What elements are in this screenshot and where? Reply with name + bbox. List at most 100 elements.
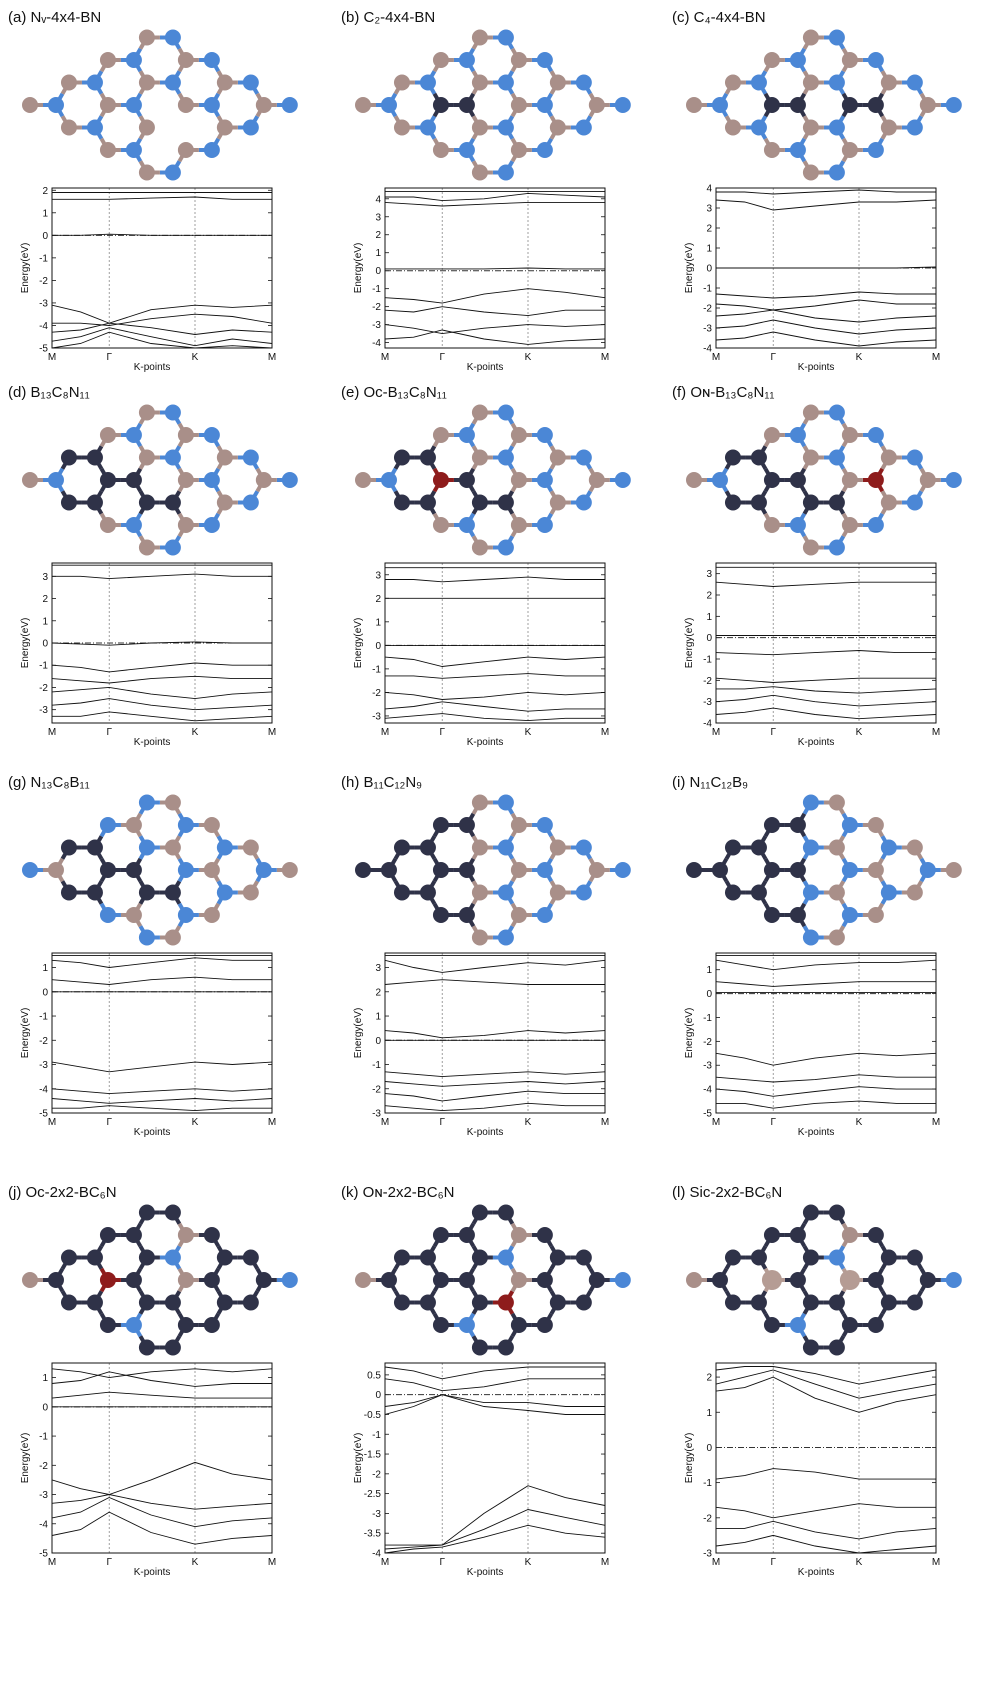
atom [840,1270,860,1290]
band [716,1053,936,1065]
atom [87,885,103,901]
x-tick-label: M [712,352,720,363]
y-tick-label: -3 [39,1060,48,1071]
atom [355,97,371,113]
y-tick-label: 1 [375,248,381,259]
atom [472,540,488,556]
atom [433,862,449,878]
x-tick-label: Γ [770,1557,776,1568]
atom [22,472,38,488]
molecule [22,795,298,946]
y-axis-label: Energy(eV) [684,1008,695,1059]
band [52,1369,272,1378]
atom [139,1295,155,1311]
atom [790,862,806,878]
atom [498,885,514,901]
atom [459,862,475,878]
atom [165,840,181,856]
atom [829,1295,845,1311]
y-axis-label: Energy(eV) [20,1433,31,1484]
y-tick-label: -1 [39,661,48,672]
atom [472,1340,488,1356]
atom [433,52,449,68]
atom [100,517,116,533]
x-tick-label: K [525,352,532,363]
band [52,323,272,334]
atom [420,885,436,901]
x-tick-label: Γ [439,1117,445,1128]
atom [498,120,514,136]
atom [511,817,527,833]
atom [139,795,155,811]
atom [204,1317,220,1333]
atom [751,450,767,466]
atom [126,427,142,443]
x-axis-label: K-points [134,737,171,748]
band [385,193,605,200]
atom [139,1250,155,1266]
atom [907,885,923,901]
atom [790,817,806,833]
atom [420,1295,436,1311]
x-tick-label: Γ [106,1117,112,1128]
band [385,657,605,666]
atom [686,862,702,878]
atom [725,1250,741,1266]
atom [511,1227,527,1243]
y-tick-label: -2 [703,1037,712,1048]
x-tick-label: K [192,1557,199,1568]
y-tick-label: 3 [375,963,381,974]
band [716,1521,936,1539]
atom [100,97,116,113]
x-tick-label: M [48,1117,56,1128]
x-tick-label: K [192,1117,199,1128]
atom [498,495,514,511]
band [716,200,936,210]
y-tick-label: -1 [703,284,712,295]
atom [537,517,553,533]
band [52,314,272,325]
x-tick-label: M [932,352,940,363]
x-tick-label: Γ [439,727,445,738]
atom [725,1295,741,1311]
band [716,1377,936,1412]
atom [537,1227,553,1243]
band [385,960,605,972]
atom [907,840,923,856]
band-plot: -5-4-3-2-101MΓKMK-pointsEnergy(eV) [20,1363,276,1578]
y-tick-label: -2 [372,1084,381,1095]
y-tick-label: -2 [372,688,381,699]
y-tick-label: 0 [375,266,381,277]
atom [829,120,845,136]
atom [459,1227,475,1243]
atom [204,817,220,833]
band [385,702,605,711]
atom [126,517,142,533]
atom [498,450,514,466]
atom [243,1295,259,1311]
atom [165,1295,181,1311]
atom [459,472,475,488]
atom [217,840,233,856]
y-tick-label: -2 [372,1469,381,1480]
atom [829,495,845,511]
atom [48,862,64,878]
y-tick-label: -3 [39,705,48,716]
atom [61,120,77,136]
atom [459,142,475,158]
atom [87,75,103,91]
atom [686,97,702,113]
y-axis-label: Energy(eV) [684,243,695,294]
atom [178,817,194,833]
atom [537,52,553,68]
y-tick-label: 0 [375,1036,381,1047]
band [385,1525,605,1553]
atom [537,1272,553,1288]
y-tick-label: -3 [372,320,381,331]
y-tick-label: 2 [706,1373,712,1384]
atom [459,907,475,923]
atom [394,450,410,466]
atom [511,472,527,488]
band [716,292,936,298]
